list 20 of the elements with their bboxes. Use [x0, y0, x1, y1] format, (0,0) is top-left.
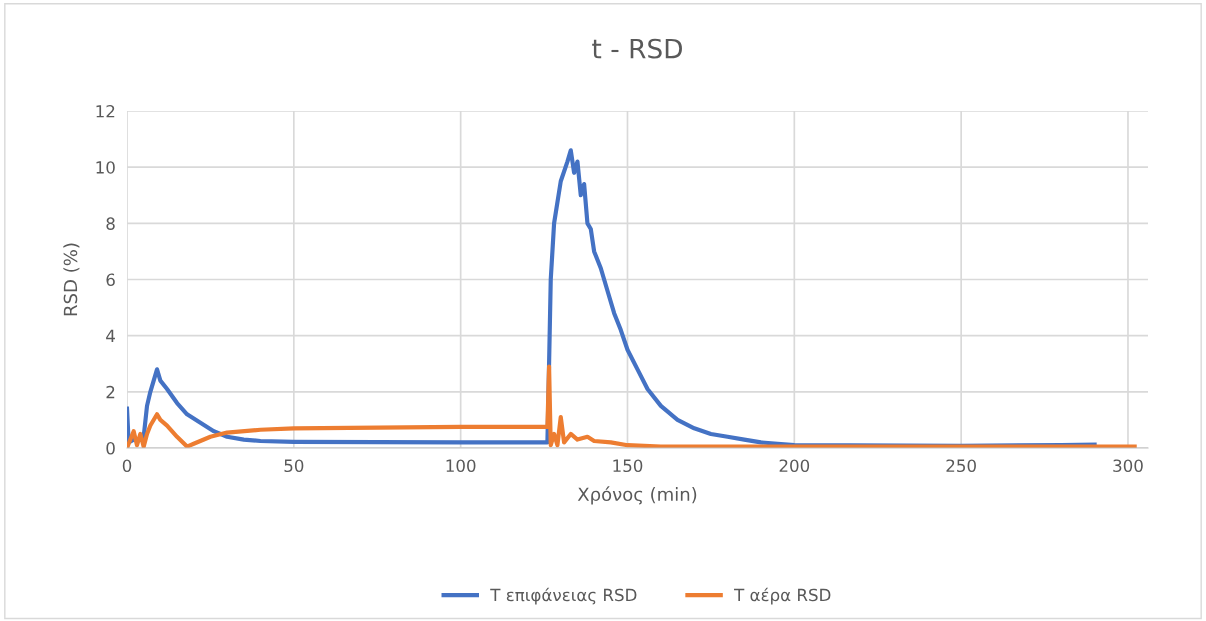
y-tick-label: 6	[106, 273, 115, 287]
y-axis-title: RSD (%)	[63, 243, 80, 316]
x-tick-label: 0	[122, 459, 132, 473]
chart-title: t - RSD	[592, 38, 682, 59]
x-tick-label: 100	[446, 459, 476, 473]
x-tick-label: 300	[1113, 459, 1143, 473]
y-tick-label: 2	[106, 385, 115, 399]
x-tick-label: 200	[779, 459, 810, 473]
y-tick-label: 0	[106, 441, 115, 455]
legend-label: T επιφάνειας RSD	[490, 587, 637, 605]
x-axis-title: Χρόνος (min)	[577, 486, 697, 505]
y-tick-label: 12	[96, 104, 115, 118]
y-tick-label: 10	[96, 161, 115, 174]
y-tick-label: 8	[106, 217, 115, 230]
x-tick-label: 150	[613, 459, 643, 473]
y-tick-label: 4	[106, 329, 115, 342]
x-tick-label: 250	[946, 459, 976, 473]
legend-label: T αέρα RSD	[734, 587, 831, 605]
line-series	[127, 364, 1137, 448]
x-tick-label: 50	[284, 459, 304, 473]
